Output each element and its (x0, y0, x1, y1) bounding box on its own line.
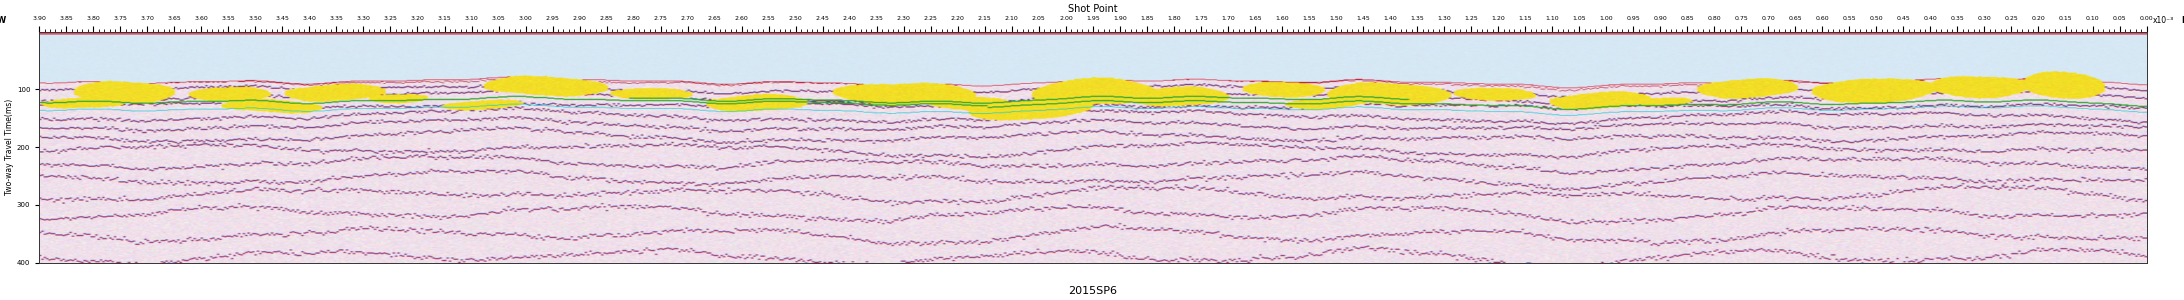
Text: x10⁻³: x10⁻³ (2153, 16, 2173, 25)
Text: 2015SP6: 2015SP6 (1068, 286, 1118, 296)
Text: W: W (0, 16, 7, 25)
Text: E: E (2182, 16, 2184, 25)
X-axis label: Shot Point: Shot Point (1068, 4, 1118, 14)
Y-axis label: Two-way Travel Time(ms): Two-way Travel Time(ms) (4, 99, 13, 195)
